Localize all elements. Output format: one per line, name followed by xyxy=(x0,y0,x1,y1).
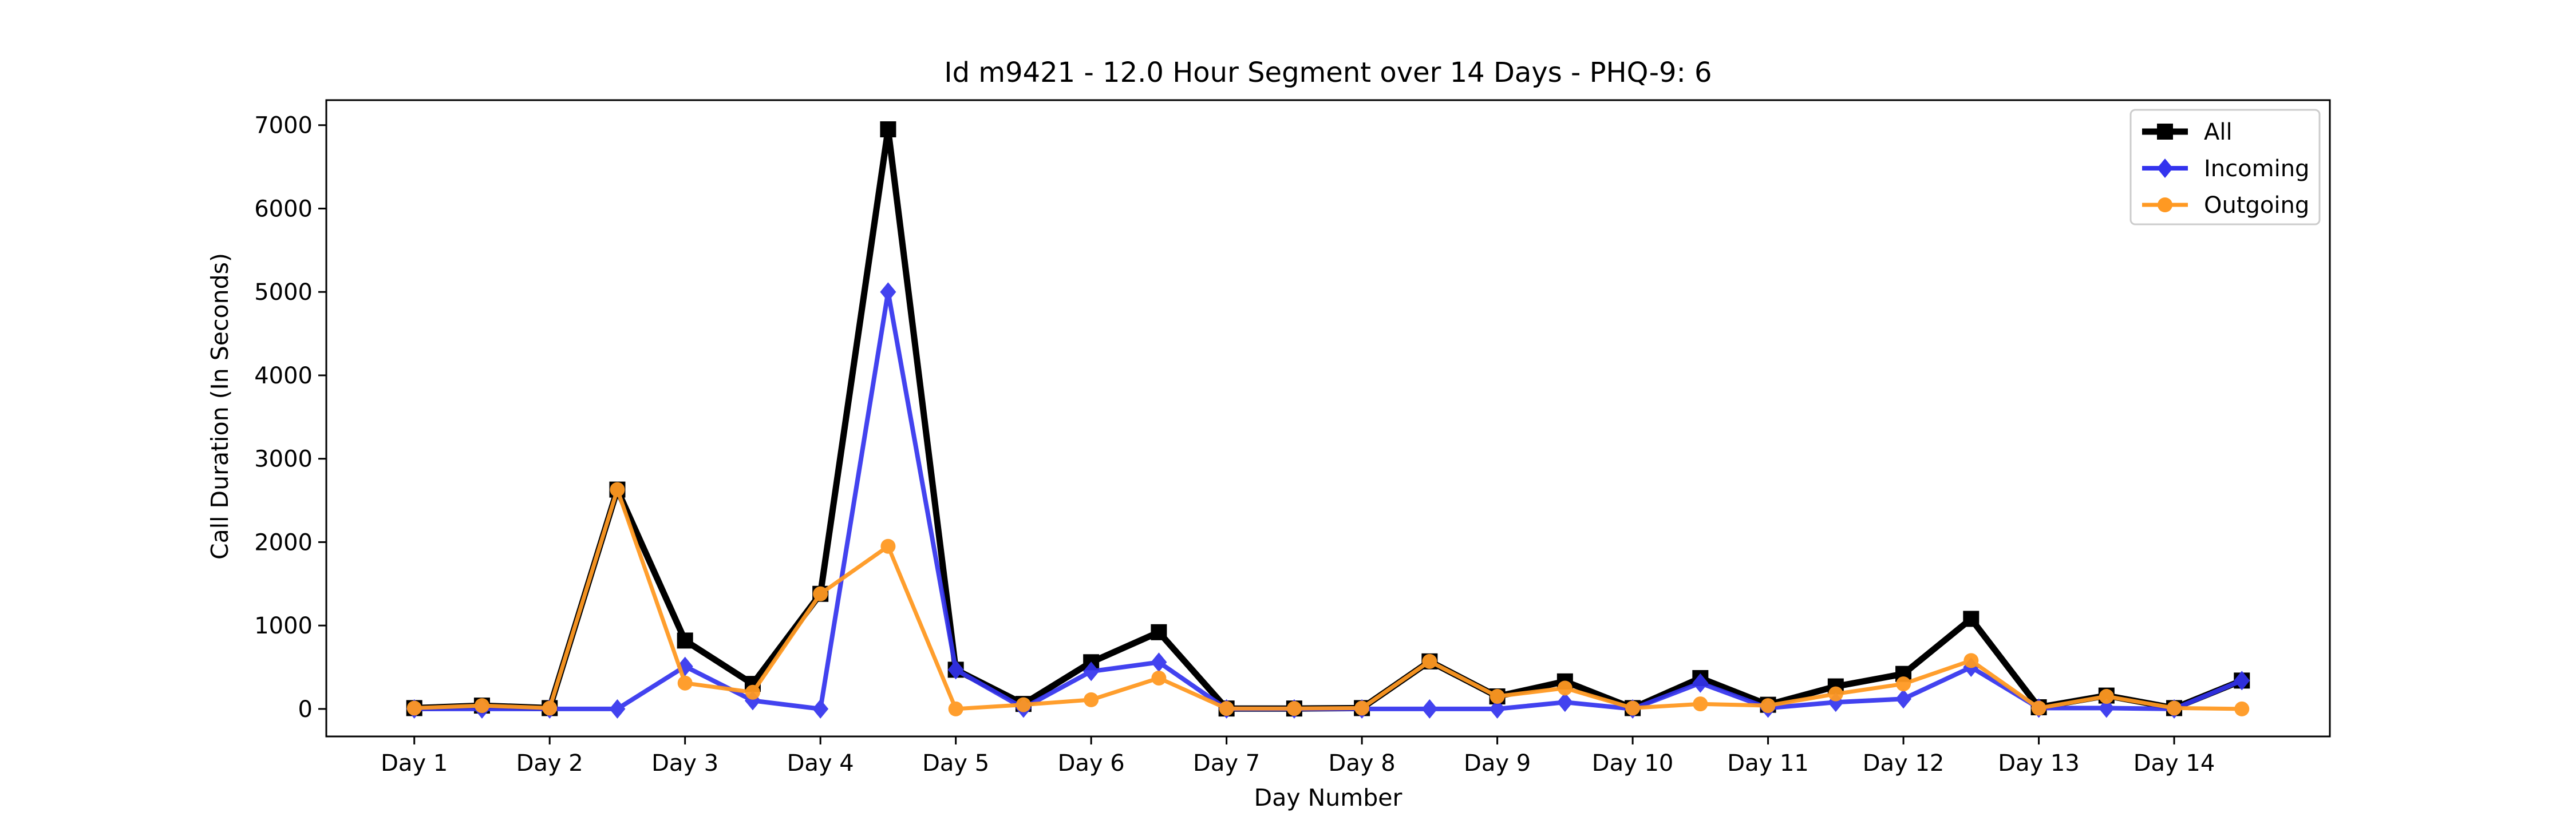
data-point-outgoing xyxy=(880,538,896,554)
plot-frame xyxy=(325,99,2331,738)
x-tick-label: Day 3 xyxy=(651,750,718,777)
data-point-outgoing xyxy=(1286,701,1302,716)
data-point-incoming xyxy=(1489,699,1506,719)
data-point-outgoing xyxy=(677,675,693,691)
data-point-outgoing xyxy=(1219,701,1234,716)
legend-item-incoming: Incoming xyxy=(2142,156,2309,182)
legend: All Incoming Outgoing xyxy=(2129,109,2321,225)
legend-marker-outgoing xyxy=(2158,197,2172,212)
x-tick-label: Day 10 xyxy=(1592,750,1674,777)
y-tick-label: 4000 xyxy=(254,363,313,389)
data-point-outgoing xyxy=(474,698,489,714)
data-point-incoming xyxy=(1692,673,1709,693)
x-tick-label: Day 14 xyxy=(2134,750,2215,777)
legend-marker-incoming xyxy=(2157,159,2173,178)
legend-label-incoming: Incoming xyxy=(2204,156,2309,182)
data-point-incoming xyxy=(1151,652,1167,672)
data-point-incoming xyxy=(1895,689,1912,709)
legend-item-all: All xyxy=(2142,119,2233,145)
data-point-outgoing xyxy=(1422,653,1437,669)
y-axis-label: Call Duration (In Seconds) xyxy=(206,253,234,560)
data-point-all xyxy=(677,632,693,649)
data-point-incoming xyxy=(812,699,829,719)
data-point-all xyxy=(880,121,896,138)
x-tick-label: Day 7 xyxy=(1193,750,1260,777)
data-point-outgoing xyxy=(948,701,963,716)
data-point-outgoing xyxy=(542,700,558,716)
legend-box xyxy=(2129,109,2321,225)
x-tick-label: Day 8 xyxy=(1329,750,1396,777)
data-point-incoming xyxy=(609,699,626,719)
x-tick-label: Day 1 xyxy=(381,750,448,777)
data-point-outgoing xyxy=(2234,701,2250,716)
data-point-outgoing xyxy=(2031,700,2046,716)
x-tick-label: Day 6 xyxy=(1058,750,1125,777)
chart-title: Id m9421 - 12.0 Hour Segment over 14 Day… xyxy=(944,57,1712,89)
data-point-outgoing xyxy=(1963,653,1979,668)
y-tick-label: 2000 xyxy=(254,529,313,556)
data-point-incoming xyxy=(1421,699,1438,719)
axes: 0 1000 2000 3000 4000 5000 6000 7000 Day 1 Day 2 D… xyxy=(254,99,2331,777)
y-tick-label: 5000 xyxy=(254,279,313,306)
legend-label-all: All xyxy=(2204,119,2233,145)
data-point-outgoing xyxy=(745,684,760,700)
data-point-outgoing xyxy=(1896,676,1911,692)
data-point-outgoing xyxy=(2099,689,2114,704)
data-point-outgoing xyxy=(1625,700,1641,716)
x-tick-label: Day 9 xyxy=(1464,750,1531,777)
x-tick-label: Day 13 xyxy=(1998,750,2080,777)
data-point-incoming xyxy=(2098,698,2115,718)
y-tick-label: 1000 xyxy=(254,613,313,639)
data-point-incoming xyxy=(1556,692,1573,712)
y-tick-label: 0 xyxy=(298,696,313,723)
x-tick-label: Day 12 xyxy=(1863,750,1945,777)
data-point-incoming xyxy=(880,282,896,302)
x-tick-label: Day 4 xyxy=(787,750,854,777)
data-point-outgoing xyxy=(813,586,828,601)
x-tick-label: Day 5 xyxy=(922,750,989,777)
data-point-outgoing xyxy=(1084,692,1099,707)
legend-marker-all xyxy=(2157,124,2173,140)
x-tick-label: Day 11 xyxy=(1727,750,1809,777)
data-point-outgoing xyxy=(1151,670,1167,686)
y-tick-label: 3000 xyxy=(254,446,313,473)
data-point-incoming xyxy=(2234,671,2250,691)
data-point-outgoing xyxy=(2167,700,2182,716)
data-point-outgoing xyxy=(1760,698,1776,714)
series-outgoing xyxy=(406,482,2250,716)
data-point-all xyxy=(1151,624,1167,640)
y-tick-label: 7000 xyxy=(254,113,313,139)
y-tick-label: 6000 xyxy=(254,196,313,222)
series-line-outgoing xyxy=(412,488,2244,711)
legend-item-outgoing: Outgoing xyxy=(2142,192,2309,219)
x-tick-label: Day 2 xyxy=(516,750,583,777)
data-point-outgoing xyxy=(1354,700,1370,716)
legend-label-outgoing: Outgoing xyxy=(2204,192,2309,219)
data-point-outgoing xyxy=(1490,689,1505,704)
x-axis-label: Day Number xyxy=(1254,784,1402,811)
data-point-outgoing xyxy=(1557,680,1573,696)
data-point-outgoing xyxy=(406,700,422,716)
data-point-outgoing xyxy=(610,482,625,497)
data-point-all xyxy=(1963,611,1980,627)
data-point-incoming xyxy=(1083,661,1100,682)
series-layer xyxy=(406,121,2250,719)
data-point-outgoing xyxy=(1828,686,1843,702)
data-point-outgoing xyxy=(1693,696,1708,712)
data-point-incoming xyxy=(947,660,964,680)
data-point-outgoing xyxy=(1016,697,1031,712)
